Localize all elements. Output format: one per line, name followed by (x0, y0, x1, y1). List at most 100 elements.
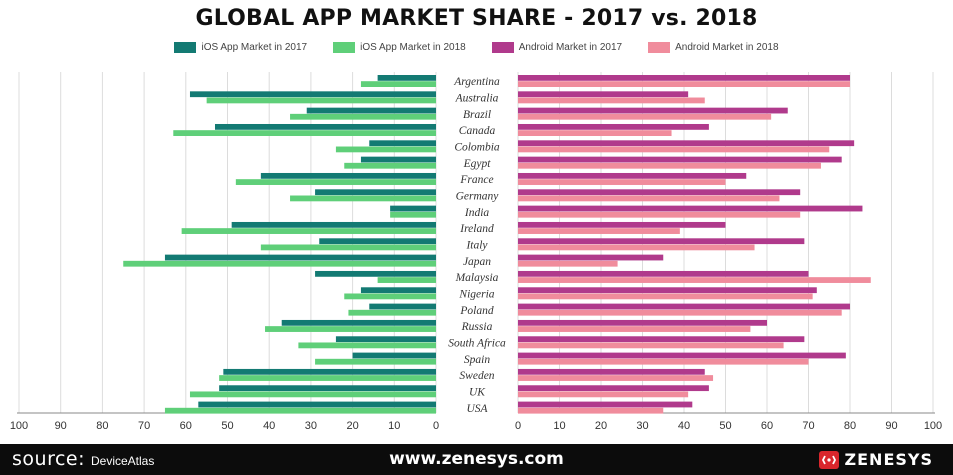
category-label: Colombia (454, 142, 500, 154)
category-label: India (464, 207, 490, 219)
bar-ios-2018 (335, 146, 436, 153)
category-label: Egypt (463, 158, 492, 170)
bar-android-2018 (518, 211, 801, 218)
legend-swatch (648, 42, 671, 53)
tick-label-left: 90 (55, 420, 67, 432)
legend-swatch (491, 42, 514, 53)
bar-ios-2017 (219, 385, 436, 392)
category-label: Italy (465, 240, 488, 252)
bar-android-2018 (518, 375, 714, 381)
tick-label-right: 60 (761, 420, 773, 432)
bar-ios-2017 (214, 123, 436, 130)
category-label: Australia (455, 93, 499, 105)
source-value: DeviceAtlas (91, 454, 155, 468)
bar-ios-2017 (360, 156, 436, 163)
bar-android-2017 (518, 352, 846, 359)
tick-label-left: 70 (138, 420, 150, 432)
legend-item: iOS App Market in 2017 (174, 42, 307, 53)
bar-android-2017 (518, 205, 863, 212)
tick-label-right: 70 (802, 420, 814, 432)
bar-ios-2018 (206, 97, 436, 104)
bar-ios-2017 (335, 336, 436, 343)
chart-title: GLOBAL APP MARKET SHARE - 2017 vs. 2018 (195, 6, 758, 31)
tick-label-left: 10 (388, 420, 400, 432)
bar-ios-2017 (189, 91, 436, 98)
tick-label-left: 40 (263, 420, 275, 432)
bar-android-2017 (518, 336, 805, 343)
bar-ios-2018 (290, 195, 436, 202)
bar-android-2017 (518, 221, 726, 228)
bar-android-2018 (518, 407, 664, 414)
tick-label-right: 40 (678, 420, 690, 432)
bar-ios-2017 (360, 287, 436, 294)
tick-label-left: 60 (180, 420, 192, 432)
tick-label-left: 0 (433, 420, 439, 432)
legend-label: Android Market in 2017 (518, 42, 623, 53)
bar-ios-2017 (319, 238, 436, 245)
bar-android-2018 (518, 293, 813, 300)
category-label: Spain (464, 354, 490, 366)
legend-item: Android Market in 2017 (491, 42, 623, 53)
bar-android-2017 (518, 254, 664, 261)
bar-ios-2017 (369, 303, 436, 310)
bar-ios-2018 (260, 244, 436, 251)
tick-label-right: 90 (885, 420, 897, 432)
bar-ios-2018 (344, 162, 436, 169)
bar-android-2018 (518, 162, 821, 169)
source-label: source: (12, 448, 85, 470)
category-label: USA (466, 403, 488, 415)
legend-label: Android Market in 2018 (675, 42, 779, 53)
bar-android-2017 (518, 107, 788, 114)
bar-android-2018 (518, 228, 680, 234)
bar-android-2018 (518, 244, 755, 251)
bar-ios-2018 (164, 407, 436, 414)
bar-android-2017 (518, 287, 817, 294)
tick-label-left: 80 (96, 420, 108, 432)
bar-ios-2018 (315, 358, 436, 365)
bar-android-2017 (518, 140, 855, 147)
category-label: Japan (463, 256, 491, 268)
brand-logo: ZENESYS (818, 450, 933, 469)
bar-ios-2017 (281, 319, 436, 326)
category-label: South Africa (448, 337, 506, 349)
bar-android-2018 (518, 277, 871, 283)
tick-label-left: 100 (10, 420, 28, 432)
category-label: UK (469, 386, 486, 398)
category-label: Sweden (459, 370, 494, 382)
legend-label: iOS App Market in 2017 (201, 42, 308, 53)
category-label: Ireland (459, 223, 494, 235)
bar-android-2018 (518, 260, 618, 267)
category-label: Brazil (463, 109, 491, 121)
tick-label-right: 20 (595, 420, 607, 432)
tick-label-right: 0 (515, 420, 521, 432)
tick-label-right: 100 (924, 420, 942, 432)
chart-area: 100 90 80 70 60 50 40 30 20 10 0 0 10 20 30 40 50 60 70 80 9… (10, 72, 942, 432)
bar-android-2017 (518, 368, 705, 375)
bar-android-2018 (518, 195, 780, 202)
bar-android-2017 (518, 172, 747, 179)
bar-ios-2017 (352, 352, 436, 359)
bar-android-2017 (518, 238, 805, 245)
bar-ios-2018 (360, 81, 436, 87)
footer-url[interactable]: www.zenesys.com (389, 449, 564, 469)
brand-name: ZENESYS (844, 450, 933, 469)
bar-ios-2018 (219, 375, 436, 381)
category-label: Poland (459, 305, 493, 317)
bar-android-2018 (518, 97, 705, 104)
bar-ios-2017 (315, 270, 436, 277)
legend-swatch (174, 42, 197, 53)
category-label: Canada (459, 125, 496, 137)
legend-item: Android Market in 2018 (648, 42, 779, 53)
bar-ios-2017 (315, 189, 436, 196)
legend-label: iOS App Market in 2018 (360, 42, 466, 53)
bar-ios-2017 (306, 107, 436, 114)
bar-android-2017 (518, 303, 850, 310)
bar-ios-2018 (298, 342, 436, 349)
bar-ios-2018 (290, 113, 436, 120)
bar-ios-2018 (235, 179, 436, 185)
bar-android-2017 (518, 385, 709, 392)
category-label: Germany (456, 191, 500, 203)
bar-ios-2018 (348, 309, 436, 316)
bar-ios-2017 (377, 75, 436, 81)
bar-android-2017 (518, 123, 709, 130)
